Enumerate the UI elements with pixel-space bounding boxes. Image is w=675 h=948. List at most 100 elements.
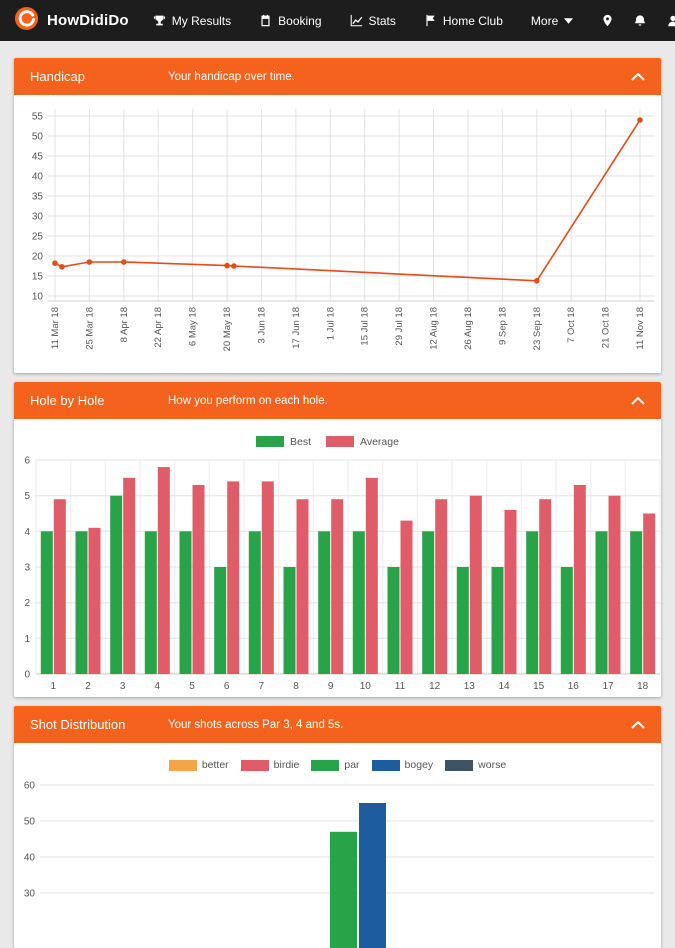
svg-text:50: 50 xyxy=(32,132,44,143)
svg-text:29 Jul 18: 29 Jul 18 xyxy=(394,307,405,346)
svg-text:7 Oct 18: 7 Oct 18 xyxy=(566,307,577,343)
svg-text:1: 1 xyxy=(24,634,30,645)
hole-by-hole-panel-header[interactable]: Hole by Hole How you perform on each hol… xyxy=(14,382,661,419)
svg-text:6: 6 xyxy=(24,456,30,467)
panel-subtitle: How you perform on each hole. xyxy=(168,394,328,407)
legend-item-birdie[interactable]: birdie xyxy=(240,759,299,771)
shot-distribution-legend: better birdie par bogey worse xyxy=(14,743,661,772)
svg-text:40: 40 xyxy=(24,853,36,864)
hole-by-hole-panel-body: 0 1 2 3 4 5 6 1 2 3 4 5 6 7 8 9 10 11 12 13 14 15 16 17 18 Best Av… xyxy=(14,419,661,697)
nav-item-stats[interactable]: Stats xyxy=(350,14,396,28)
svg-text:14: 14 xyxy=(498,681,510,692)
top-nav: HowDidiDo My Results Booking Stats Home … xyxy=(0,0,675,41)
stats-icon xyxy=(350,14,363,27)
svg-text:35: 35 xyxy=(32,192,44,203)
svg-text:7: 7 xyxy=(259,681,265,692)
svg-text:Best: Best xyxy=(290,436,311,448)
svg-text:4: 4 xyxy=(24,527,30,538)
svg-text:10: 10 xyxy=(360,681,372,692)
legend-label: bogey xyxy=(404,759,434,771)
svg-text:17: 17 xyxy=(602,681,614,692)
notifications-icon[interactable] xyxy=(633,14,647,28)
howdidido-logo-icon xyxy=(14,6,39,36)
flag-icon xyxy=(424,14,437,27)
svg-text:9: 9 xyxy=(328,681,334,692)
svg-text:4: 4 xyxy=(155,681,161,692)
svg-text:30: 30 xyxy=(24,889,36,900)
nav-item-booking[interactable]: Booking xyxy=(259,14,322,28)
svg-text:13: 13 xyxy=(464,681,476,692)
svg-text:12 Aug 18: 12 Aug 18 xyxy=(429,307,440,350)
svg-text:8 Apr 18: 8 Apr 18 xyxy=(119,307,130,342)
svg-text:55: 55 xyxy=(32,112,44,123)
panel-title: Hole by Hole xyxy=(30,393,105,408)
profile-icon[interactable] xyxy=(666,14,675,28)
svg-text:5: 5 xyxy=(189,681,195,692)
location-icon[interactable] xyxy=(601,13,614,28)
legend-swatch xyxy=(168,759,197,771)
nav-item-label: My Results xyxy=(171,13,232,28)
svg-text:11: 11 xyxy=(395,681,406,692)
svg-text:15: 15 xyxy=(32,272,44,283)
svg-text:15: 15 xyxy=(533,681,545,692)
svg-text:3: 3 xyxy=(120,681,126,692)
nav-item-home-club[interactable]: Home Club xyxy=(424,14,503,28)
shot-distribution-panel-header[interactable]: Shot Distribution Your shots across Par … xyxy=(14,706,661,743)
svg-text:16: 16 xyxy=(568,681,580,692)
svg-text:18: 18 xyxy=(637,681,649,692)
panel-title: Shot Distribution xyxy=(30,717,126,732)
svg-text:12: 12 xyxy=(429,681,441,692)
handicap-line-chart: 11 Mar 18 25 Mar 18 8 Apr 18 22 Apr 18 6 May… xyxy=(32,109,654,351)
legend-item-par[interactable]: par xyxy=(311,759,360,771)
svg-text:1 Jul 18: 1 Jul 18 xyxy=(325,307,336,340)
chevron-up-icon[interactable] xyxy=(631,396,645,405)
legend-label: worse xyxy=(478,759,507,771)
svg-text:25: 25 xyxy=(32,232,44,243)
legend-swatch xyxy=(311,759,340,771)
legend-item-worse[interactable]: worse xyxy=(445,759,506,771)
panel-title: Handicap xyxy=(30,69,85,84)
calendar-icon xyxy=(259,14,272,27)
nav-item-label: Stats xyxy=(368,13,396,28)
svg-text:Average: Average xyxy=(360,436,399,448)
svg-text:3 Jun 18: 3 Jun 18 xyxy=(257,307,268,343)
nav-item-label: Home Club xyxy=(442,13,503,28)
panel-subtitle: Your handicap over time. xyxy=(168,70,295,83)
svg-text:3: 3 xyxy=(24,563,30,574)
legend-item-bogey[interactable]: bogey xyxy=(371,759,434,771)
shot-distribution-panel-body: better birdie par bogey worse 60 50 40 30 xyxy=(14,743,661,948)
brand[interactable]: HowDidiDo xyxy=(14,6,129,36)
svg-text:11 Nov 18: 11 Nov 18 xyxy=(635,307,646,350)
svg-text:60: 60 xyxy=(24,781,36,792)
svg-text:45: 45 xyxy=(32,152,44,163)
legend-label: par xyxy=(344,759,360,771)
svg-text:15 Jul 18: 15 Jul 18 xyxy=(360,307,371,346)
svg-text:30: 30 xyxy=(32,212,44,223)
svg-text:1: 1 xyxy=(51,681,57,692)
shot-distribution-bar-chart: 60 50 40 30 xyxy=(24,781,654,948)
svg-text:0: 0 xyxy=(24,670,30,681)
svg-text:10: 10 xyxy=(32,292,44,303)
legend-swatch xyxy=(445,759,474,771)
nav-item-label: More xyxy=(530,13,559,28)
svg-text:20: 20 xyxy=(32,252,44,263)
chevron-up-icon[interactable] xyxy=(631,72,645,81)
nav-item-my-results[interactable]: My Results xyxy=(153,14,231,28)
svg-text:8: 8 xyxy=(293,681,299,692)
trophy-icon xyxy=(153,14,166,27)
svg-text:26 Aug 18: 26 Aug 18 xyxy=(463,307,474,350)
handicap-panel: Handicap Your handicap over time. 11 Mar… xyxy=(14,58,661,373)
panel-subtitle: Your shots across Par 3, 4 and 5s. xyxy=(168,718,344,731)
legend-item-better[interactable]: better xyxy=(168,759,229,771)
nav-item-more[interactable]: More xyxy=(530,13,574,28)
svg-text:11 Mar 18: 11 Mar 18 xyxy=(50,307,61,349)
svg-text:20 May 18: 20 May 18 xyxy=(222,307,233,351)
handicap-panel-header[interactable]: Handicap Your handicap over time. xyxy=(14,58,661,95)
nav-right-icons xyxy=(601,13,675,28)
svg-text:21 Oct 18: 21 Oct 18 xyxy=(601,307,612,348)
chevron-up-icon[interactable] xyxy=(631,720,645,729)
svg-text:25 Mar 18: 25 Mar 18 xyxy=(84,307,95,350)
shot-distribution-panel: Shot Distribution Your shots across Par … xyxy=(14,706,661,948)
svg-text:2: 2 xyxy=(24,598,30,609)
